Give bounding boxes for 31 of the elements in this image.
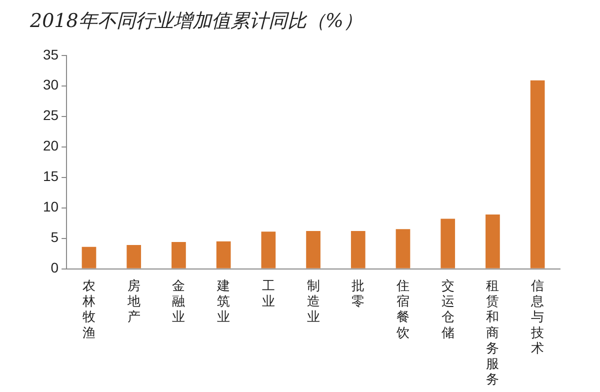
y-tick-label: 25 [42,107,59,124]
chart-title: 2018年不同行业增加值累计同比（%） [30,9,362,34]
y-tick-label: 15 [42,168,59,184]
x-tick-label: 交运仓储 [441,278,454,341]
bar [216,241,231,268]
bar [350,231,366,268]
y-tick-label: 20 [42,138,59,154]
bar [306,231,320,268]
y-tick-label: 0 [50,260,59,276]
x-tick-label: 房地产 [126,278,140,326]
x-tick-label: 制造业 [306,278,320,326]
bar [440,218,456,268]
bar [530,80,545,268]
bar [261,232,276,268]
x-tick-label: 住宿餐饮 [396,278,410,341]
y-tick-label: 5 [50,229,59,246]
bar [486,214,500,268]
x-tick-label: 建筑业 [216,278,230,326]
x-tick-label: 工业 [262,278,275,310]
x-tick-label: 信息与技术 [530,278,544,356]
x-tick-label: 租赁和商务服务 [486,278,500,388]
bar [126,245,142,268]
bar [396,229,410,268]
y-tick-label: 30 [42,76,59,93]
y-tick-label: 35 [42,46,59,62]
x-tick-label: 批零 [352,278,365,310]
x-tick-label: 农林牧渔 [82,278,96,341]
y-tick-label: 10 [42,198,59,215]
bar [82,246,96,268]
bar [172,242,186,268]
x-tick-label: 金融业 [172,278,186,326]
